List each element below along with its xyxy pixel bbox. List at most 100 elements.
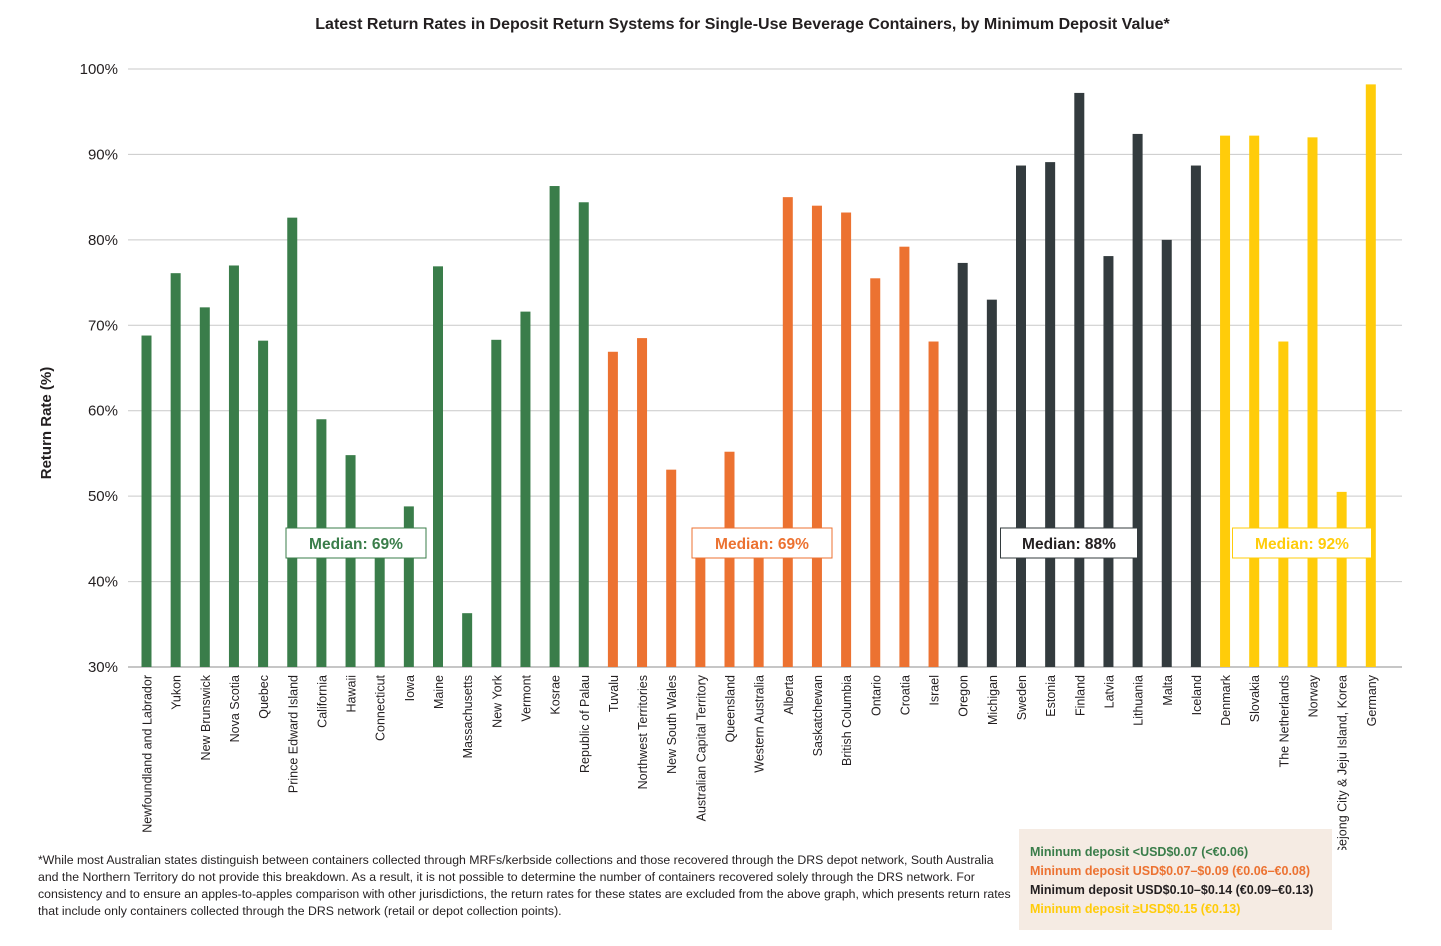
x-tick-label: Michigan — [986, 675, 1000, 725]
bar — [141, 335, 152, 667]
x-tick-label: Denmark — [1219, 674, 1233, 725]
y-tick-label: 80% — [88, 232, 118, 249]
footnote: *While most Australian states distinguis… — [38, 853, 1011, 918]
bar — [1220, 135, 1231, 668]
x-tick-label: California — [315, 675, 329, 728]
median-box — [285, 527, 427, 559]
legend-item-green: Mininum deposit <USD$0.07 (<€0.06) — [1030, 845, 1249, 859]
bar — [695, 547, 706, 667]
x-tick-label: Lithuania — [1132, 675, 1146, 726]
x-tick-label: Estonia — [1044, 675, 1058, 717]
x-tick-label: New Brunswick — [199, 674, 213, 760]
bar — [607, 351, 618, 667]
median-label: Median: 92% — [1255, 536, 1349, 553]
x-tick-label: Yukon — [170, 675, 184, 710]
bar — [928, 341, 939, 667]
bar — [724, 451, 735, 667]
bar — [433, 266, 443, 667]
bar — [957, 262, 968, 667]
bar — [491, 339, 502, 667]
y-axis-label: Return Rate (%) — [38, 367, 55, 480]
bar — [1190, 165, 1201, 667]
x-tick-label: Slovakia — [1248, 675, 1262, 722]
x-tick-label: Vermont — [519, 674, 533, 721]
median-label: Median: 88% — [1022, 536, 1116, 553]
x-tick-label: Ontario — [869, 675, 883, 716]
x-tick-label: Iceland — [1190, 675, 1204, 715]
x-tick-label: Northwest Territories — [636, 675, 650, 789]
x-tick-label: Prince Edward Island — [286, 675, 300, 793]
bar — [899, 246, 910, 668]
bar — [520, 311, 531, 667]
bar — [170, 273, 181, 667]
x-tick-label: The Netherlands — [1277, 675, 1291, 767]
x-tick-label: Hawaii — [345, 675, 359, 713]
bar — [403, 506, 414, 667]
bar — [1278, 341, 1289, 667]
bar — [782, 197, 793, 667]
x-tick-label: Nova Scotia — [228, 675, 242, 742]
bar — [1161, 239, 1172, 667]
x-tick-label: Malta — [1161, 675, 1175, 706]
bar — [374, 547, 385, 667]
x-tick-label: Western Australia — [753, 675, 767, 773]
x-tick-label: New South Wales — [665, 675, 679, 774]
x-tick-label: Republic of Palau — [578, 675, 592, 773]
y-tick-label: 70% — [88, 317, 118, 334]
x-tick-label: Newfoundland and Labrador — [141, 675, 155, 833]
bar — [258, 340, 269, 667]
bar-chart: 30% 40% 50% 60% 70% 80% 90% 100% Return Rate (%)… — [38, 61, 1402, 850]
bar — [811, 205, 822, 667]
x-tick-label: Kosrae — [549, 675, 563, 715]
median-box — [1000, 527, 1138, 559]
x-tick-label: Connecticut — [374, 674, 388, 741]
x-tick-label: Australian Capital Territory — [694, 674, 708, 821]
x-tick-label: Maine — [432, 675, 446, 709]
median-box — [1232, 527, 1372, 559]
legend-item-orange: Mininum deposit USD$0.07–$0.09 (€0.06–€0… — [1030, 864, 1310, 878]
bar — [287, 217, 298, 667]
x-tick-label: Croatia — [898, 675, 912, 715]
bar — [1249, 135, 1260, 668]
y-tick-label: 50% — [88, 488, 118, 505]
x-tick-label: Saskatchewan — [811, 675, 825, 756]
bar — [1307, 137, 1318, 668]
median-box — [691, 527, 833, 559]
x-tick-label: Oregon — [957, 675, 971, 717]
x-tick-label: Quebec — [257, 675, 271, 719]
y-tick-label: 90% — [88, 146, 118, 163]
x-tick-label: Queensland — [724, 675, 738, 742]
median-label: Median: 69% — [715, 536, 809, 553]
bar — [199, 307, 210, 667]
x-tick-label: Israel — [928, 675, 942, 706]
x-tick-label: Iowa — [403, 675, 417, 701]
bar — [1336, 491, 1347, 667]
x-tick-label: Norway — [1307, 674, 1321, 717]
x-tick-label: Sejong City & Jeju Island, Korea — [1336, 675, 1350, 850]
legend-item-dark: Minimum deposit USD$0.10–$0.14 (€0.09–€0… — [1030, 883, 1314, 897]
x-tick-label: Finland — [1073, 675, 1087, 716]
x-tick-label: Sweden — [1015, 675, 1029, 720]
median-label: Median: 69% — [309, 536, 403, 553]
bar — [1103, 256, 1114, 667]
x-tick-label: Massachusetts — [461, 675, 475, 758]
x-tick-label: Tuvalu — [607, 675, 621, 712]
chart-title: Latest Return Rates in Deposit Return Sy… — [315, 16, 1170, 33]
bar — [870, 278, 881, 667]
bar — [1365, 84, 1376, 668]
x-tick-label: Alberta — [782, 675, 796, 715]
y-tick-label: 100% — [80, 61, 118, 78]
bar — [1074, 92, 1085, 668]
bar — [841, 212, 852, 667]
y-tick-label: 30% — [88, 659, 118, 676]
bar — [578, 202, 589, 668]
x-tick-label: New York — [490, 674, 504, 728]
bar — [1132, 133, 1143, 667]
x-tick-label: Latvia — [1102, 675, 1116, 708]
bar — [753, 547, 764, 667]
bar — [1016, 165, 1026, 667]
bar — [666, 469, 677, 667]
bar — [637, 338, 648, 667]
bar — [986, 299, 997, 667]
x-tick-label: Germany — [1365, 674, 1379, 726]
